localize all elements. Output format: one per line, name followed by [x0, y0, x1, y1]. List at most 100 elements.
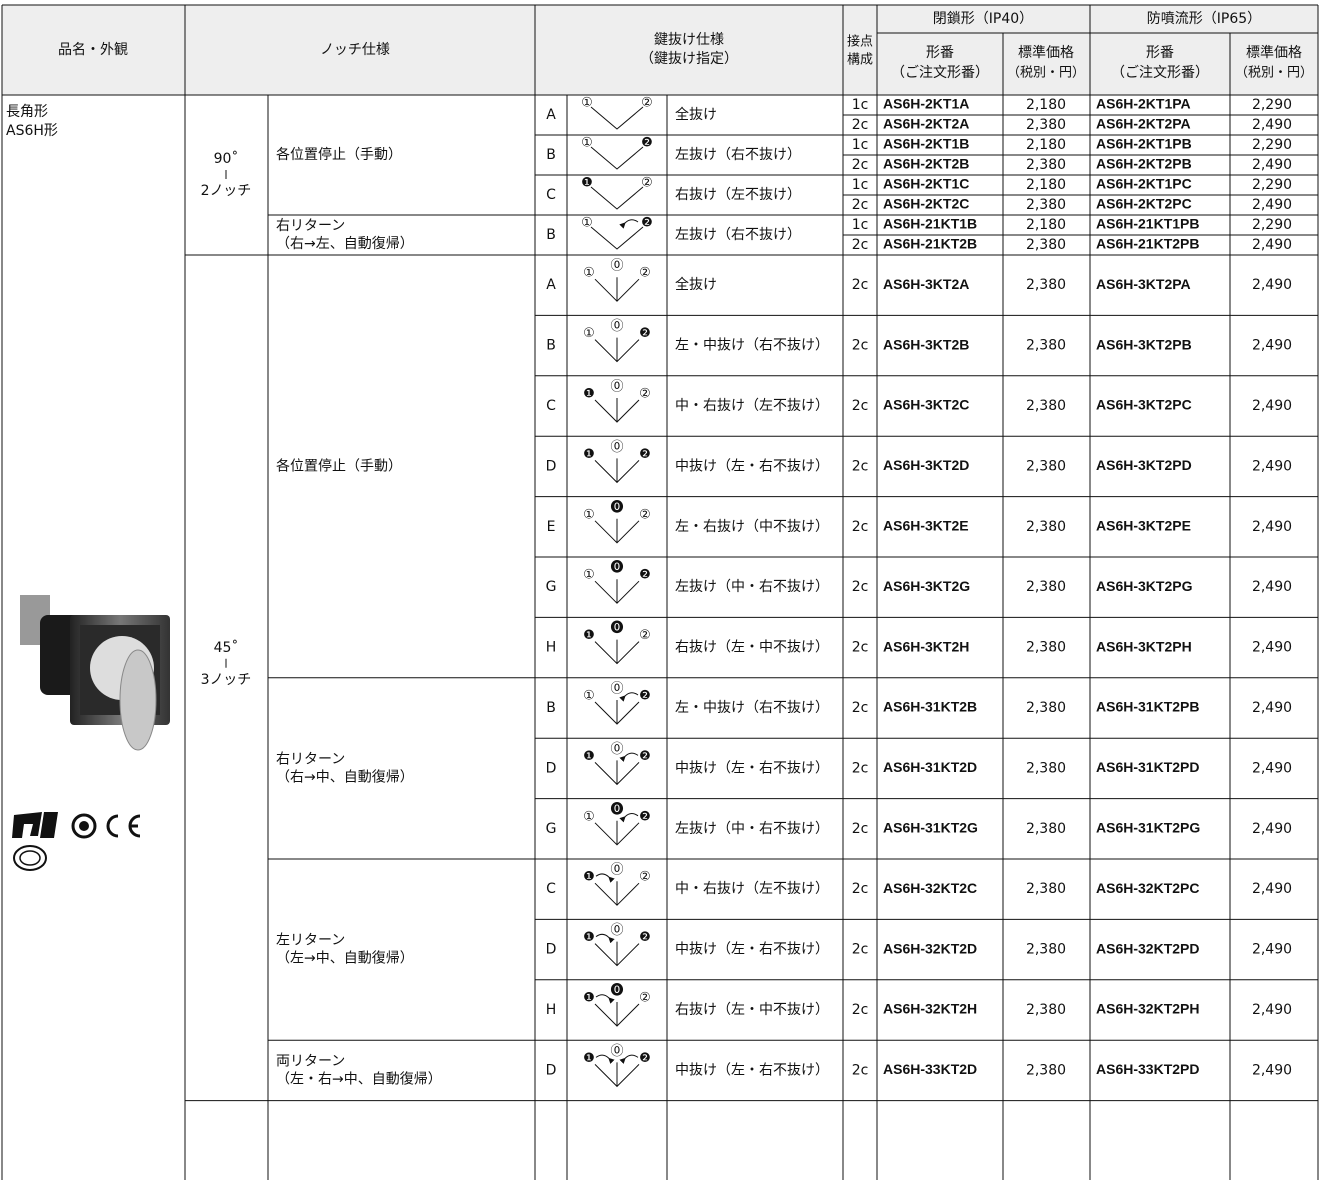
price-ip40: 2,180	[1026, 97, 1066, 113]
price-ip65: 2,490	[1252, 760, 1292, 776]
price-ip65: 2,490	[1252, 1062, 1292, 1078]
diagram	[590, 106, 644, 130]
price-ip40: 2,380	[1026, 398, 1066, 414]
contacts: 2c	[852, 338, 869, 354]
removal: 中抜け（左・右不抜け）	[675, 760, 829, 776]
key-position: ❷	[639, 689, 651, 704]
contacts: 2c	[852, 117, 869, 133]
key-letter: B	[546, 227, 556, 243]
price-ip40: 2,180	[1026, 217, 1066, 233]
model-ip40: AS6H-2KT2C	[883, 196, 969, 212]
contacts: 2c	[852, 458, 869, 474]
removal: 左・中抜け（右不抜け）	[675, 338, 829, 354]
return-arrow	[595, 933, 615, 944]
price-ip65: 2,490	[1252, 338, 1292, 354]
price-ip40: 2,380	[1026, 338, 1066, 354]
price-ip40: 2,380	[1026, 197, 1066, 213]
key-position: ❶	[583, 447, 595, 462]
header-bg	[2, 5, 1318, 95]
return-arrow	[619, 813, 639, 823]
key-position: ②	[639, 507, 651, 522]
key-position: ❶	[583, 991, 595, 1006]
header-key: 鍵抜け仕様	[654, 32, 724, 48]
model-ip40: AS6H-2KT2B	[883, 156, 969, 172]
removal: 左抜け（中・右不抜け）	[675, 579, 829, 595]
key-letter: D	[546, 1062, 557, 1078]
notch-type: （左→中、自動復帰）	[276, 950, 414, 967]
contacts: 2c	[852, 821, 869, 837]
key-letter: H	[546, 1002, 557, 1018]
key-position: ❷	[639, 809, 651, 824]
header-notch: ノッチ仕様	[320, 42, 390, 58]
contacts: 2c	[852, 237, 869, 253]
key-position: ❷	[639, 447, 651, 462]
key-position: ②	[641, 96, 653, 111]
price-ip65: 2,490	[1252, 700, 1292, 716]
model-ip65: AS6H-2KT2PC	[1096, 196, 1192, 212]
certification-marks	[12, 812, 141, 871]
contacts: 2c	[852, 398, 869, 414]
key-letter: C	[546, 187, 556, 203]
key-position: ①	[581, 96, 593, 111]
header-price: （税別・円）	[1007, 66, 1085, 81]
key-position: ②	[639, 266, 651, 281]
price-ip40: 2,380	[1026, 942, 1066, 958]
model-ip40: AS6H-21KT2B	[883, 236, 977, 252]
header-model: （ご注文形番）	[1111, 65, 1209, 81]
price-ip65: 2,490	[1252, 157, 1292, 173]
key-position: ⓪	[610, 259, 623, 274]
key-letter: B	[546, 147, 556, 163]
key-position: ❶	[583, 628, 595, 643]
key-position: ⓿	[610, 984, 623, 999]
notch-type: 両リターン	[276, 1053, 345, 1069]
price-ip65: 2,490	[1252, 458, 1292, 474]
notch-type: （右→中、自動復帰）	[276, 768, 414, 785]
header-contacts: 構成	[847, 53, 873, 68]
contacts: 1c	[852, 137, 869, 153]
price-ip40: 2,380	[1026, 117, 1066, 133]
key-position: ①	[583, 266, 595, 281]
return-arrow	[619, 1054, 639, 1065]
removal: 右抜け（左・中不抜け）	[675, 1002, 829, 1018]
header-product: 品名・外観	[58, 41, 128, 58]
key-position: ⓪	[610, 863, 623, 878]
key-position: ①	[583, 809, 595, 824]
model-ip40: AS6H-2KT1B	[883, 136, 969, 152]
removal: 全抜け	[675, 106, 717, 123]
key-letter: B	[546, 338, 556, 354]
model-ip40: AS6H-31KT2G	[883, 820, 978, 836]
key-letter: H	[546, 640, 557, 656]
model-ip65: AS6H-3KT2PA	[1096, 276, 1191, 292]
contacts: 2c	[852, 197, 869, 213]
price-ip65: 2,490	[1252, 117, 1292, 133]
model-ip40: AS6H-2KT1A	[883, 96, 969, 112]
contacts: 2c	[852, 1062, 869, 1078]
key-letter: B	[546, 700, 556, 716]
price-ip40: 2,380	[1026, 881, 1066, 897]
model-ip40: AS6H-32KT2D	[883, 940, 977, 956]
price-ip40: 2,380	[1026, 821, 1066, 837]
model-ip65: AS6H-31KT2PG	[1096, 820, 1200, 836]
removal: 全抜け	[675, 276, 717, 293]
model-ip65: AS6H-33KT2PD	[1096, 1061, 1199, 1077]
key-position: ②	[639, 628, 651, 643]
price-ip65: 2,490	[1252, 640, 1292, 656]
key-position: ❷	[641, 216, 653, 231]
notch-type: （右→左、自動復帰）	[276, 235, 414, 252]
model-ip65: AS6H-3KT2PD	[1096, 457, 1192, 473]
model-ip65: AS6H-2KT1PA	[1096, 96, 1191, 112]
model-ip65: AS6H-3KT2PE	[1096, 518, 1191, 534]
diagram	[590, 146, 644, 170]
notch-type: （左・右→中、自動復帰）	[276, 1070, 442, 1087]
removal: 右抜け（左・中不抜け）	[675, 640, 829, 656]
contacts: 2c	[852, 277, 869, 293]
header-price: （税別・円）	[1235, 66, 1313, 81]
diagram	[590, 186, 644, 210]
model-ip65: AS6H-31KT2PD	[1096, 759, 1199, 775]
contacts: 1c	[852, 217, 869, 233]
key-position: ⓪	[610, 682, 623, 697]
contacts: 2c	[852, 881, 869, 897]
key-letter: G	[546, 821, 557, 837]
key-letter: D	[546, 942, 557, 958]
